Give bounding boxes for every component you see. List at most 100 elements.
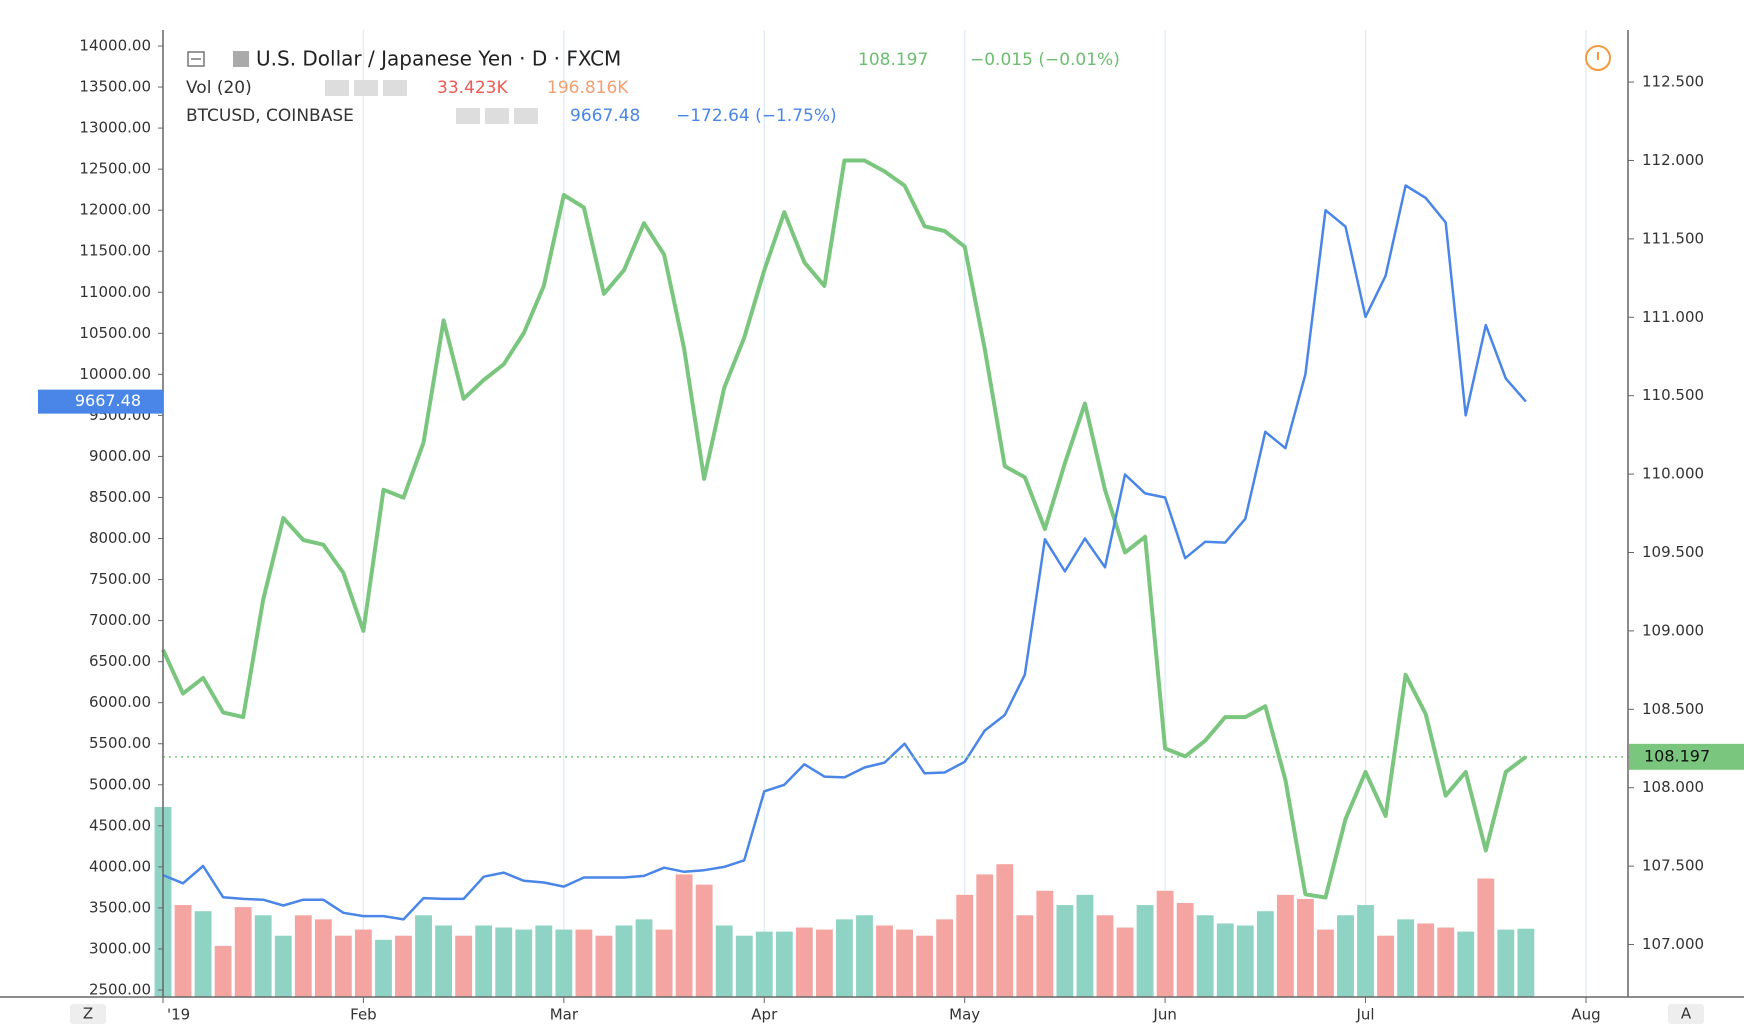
volume-layer [154,807,1535,997]
button[interactable] [485,108,509,124]
y-tick-label: 10000.00 [79,365,151,383]
volume-bar [1096,915,1114,997]
button[interactable] [514,108,538,124]
volume-bar [1296,898,1314,997]
y-tick-label: 8500.00 [89,488,151,506]
volume-bar [1357,905,1374,997]
volume-bar [475,925,493,997]
y2-tick-label: 109.000 [1642,621,1704,639]
volume-bar [836,919,853,997]
volume-bar [395,935,412,997]
volume-bar [916,935,934,997]
volume-bar [1076,894,1094,997]
y2-tick-label: 112.000 [1642,151,1704,169]
y-tick-label: 5500.00 [89,734,151,752]
volume-bar [314,919,332,997]
volume-bar [415,915,432,997]
last-price: 9667.48 [570,106,640,126]
volume-bar [1036,890,1054,997]
button[interactable] [456,108,480,124]
y-tick-label: 13000.00 [79,119,151,137]
volume-bar [856,915,873,997]
volume-name: Vol (20) [186,78,252,98]
volume-bar [1477,878,1495,997]
y-tick-label: 6000.00 [89,693,151,711]
volume-bar [735,935,753,997]
button[interactable] [325,80,349,96]
line-layer [161,158,1628,921]
volume-bar [1317,929,1334,997]
volume-bar [435,925,453,997]
volume-bar [575,929,593,997]
symbol-icon [233,51,249,67]
volume-bar [1196,915,1214,997]
y2-tick-label: 112.500 [1642,73,1704,91]
volume-bar [355,929,372,997]
series-line [162,184,1527,921]
volume-bar [876,925,893,997]
y-tick-label: 4500.00 [89,816,151,834]
volume-bar [555,929,573,997]
price-tag-label: 108.197 [1644,746,1710,765]
y2-tick-label: 110.000 [1642,465,1704,483]
volume-bar [334,935,352,997]
volume-bar [1136,905,1154,997]
volume-bar [1517,928,1535,997]
y-tick-label: 13500.00 [79,78,151,96]
button[interactable] [354,80,378,96]
volume-bar [1337,915,1354,997]
y-tick-label: 6500.00 [89,652,151,670]
button-label: Z [83,1005,93,1023]
price-tag [1629,743,1744,770]
y-tick-label: 12000.00 [79,201,151,219]
grid-layer [162,30,1587,997]
volume-bar [1276,894,1294,997]
price-change: −0.015 (−0.01%) [970,50,1120,70]
volume-bar [996,864,1014,997]
volume-bar [274,935,292,997]
collapse-icon[interactable] [187,51,205,67]
series-line [161,158,1528,900]
x-tick-label: Aug [1571,1006,1600,1024]
alert-icon[interactable] [1585,45,1611,71]
volume-bar [936,919,954,997]
volume-bar [1417,923,1435,997]
x-tick-label: May [949,1006,980,1024]
volume-bar [535,925,553,997]
x-tick-label: Apr [751,1006,778,1024]
volume-readout: 33.423K [437,78,508,98]
y2-tick-label: 111.000 [1642,308,1704,326]
volume-bar [956,894,974,997]
y-tick-label: 7500.00 [89,570,151,588]
volume-bar [495,927,513,997]
volume-bar [675,874,693,997]
zoom-button[interactable] [70,1004,106,1024]
volume-bar [1056,905,1074,997]
volume-bar [795,927,813,997]
volume-buttons [325,80,407,96]
volume-bar [1397,919,1415,997]
volume-bar [515,929,533,997]
y2-tick-label: 109.500 [1642,543,1704,561]
volume-bar [615,925,633,997]
volume-bar [1016,915,1034,997]
volume-bar [1176,903,1194,997]
volume-bar [455,935,473,997]
y-tick-label: 11000.00 [79,283,151,301]
volume-bar [635,919,653,997]
auto-button[interactable] [1668,1004,1704,1024]
button-label: A [1681,1005,1692,1023]
y-tick-label: 3000.00 [89,939,151,957]
volume-bar [976,874,994,997]
y-tick-label: 5000.00 [89,775,151,793]
y-tick-label: 4000.00 [89,857,151,875]
button[interactable] [383,80,407,96]
axis-layer: 2500.00 3000.00 3500.00 4000.00 4500.00 5000.… [0,30,1744,1024]
volume-bar [655,929,673,997]
volume-bar [1116,927,1134,997]
volume-bar [695,884,713,997]
volume-bar [1236,925,1254,997]
